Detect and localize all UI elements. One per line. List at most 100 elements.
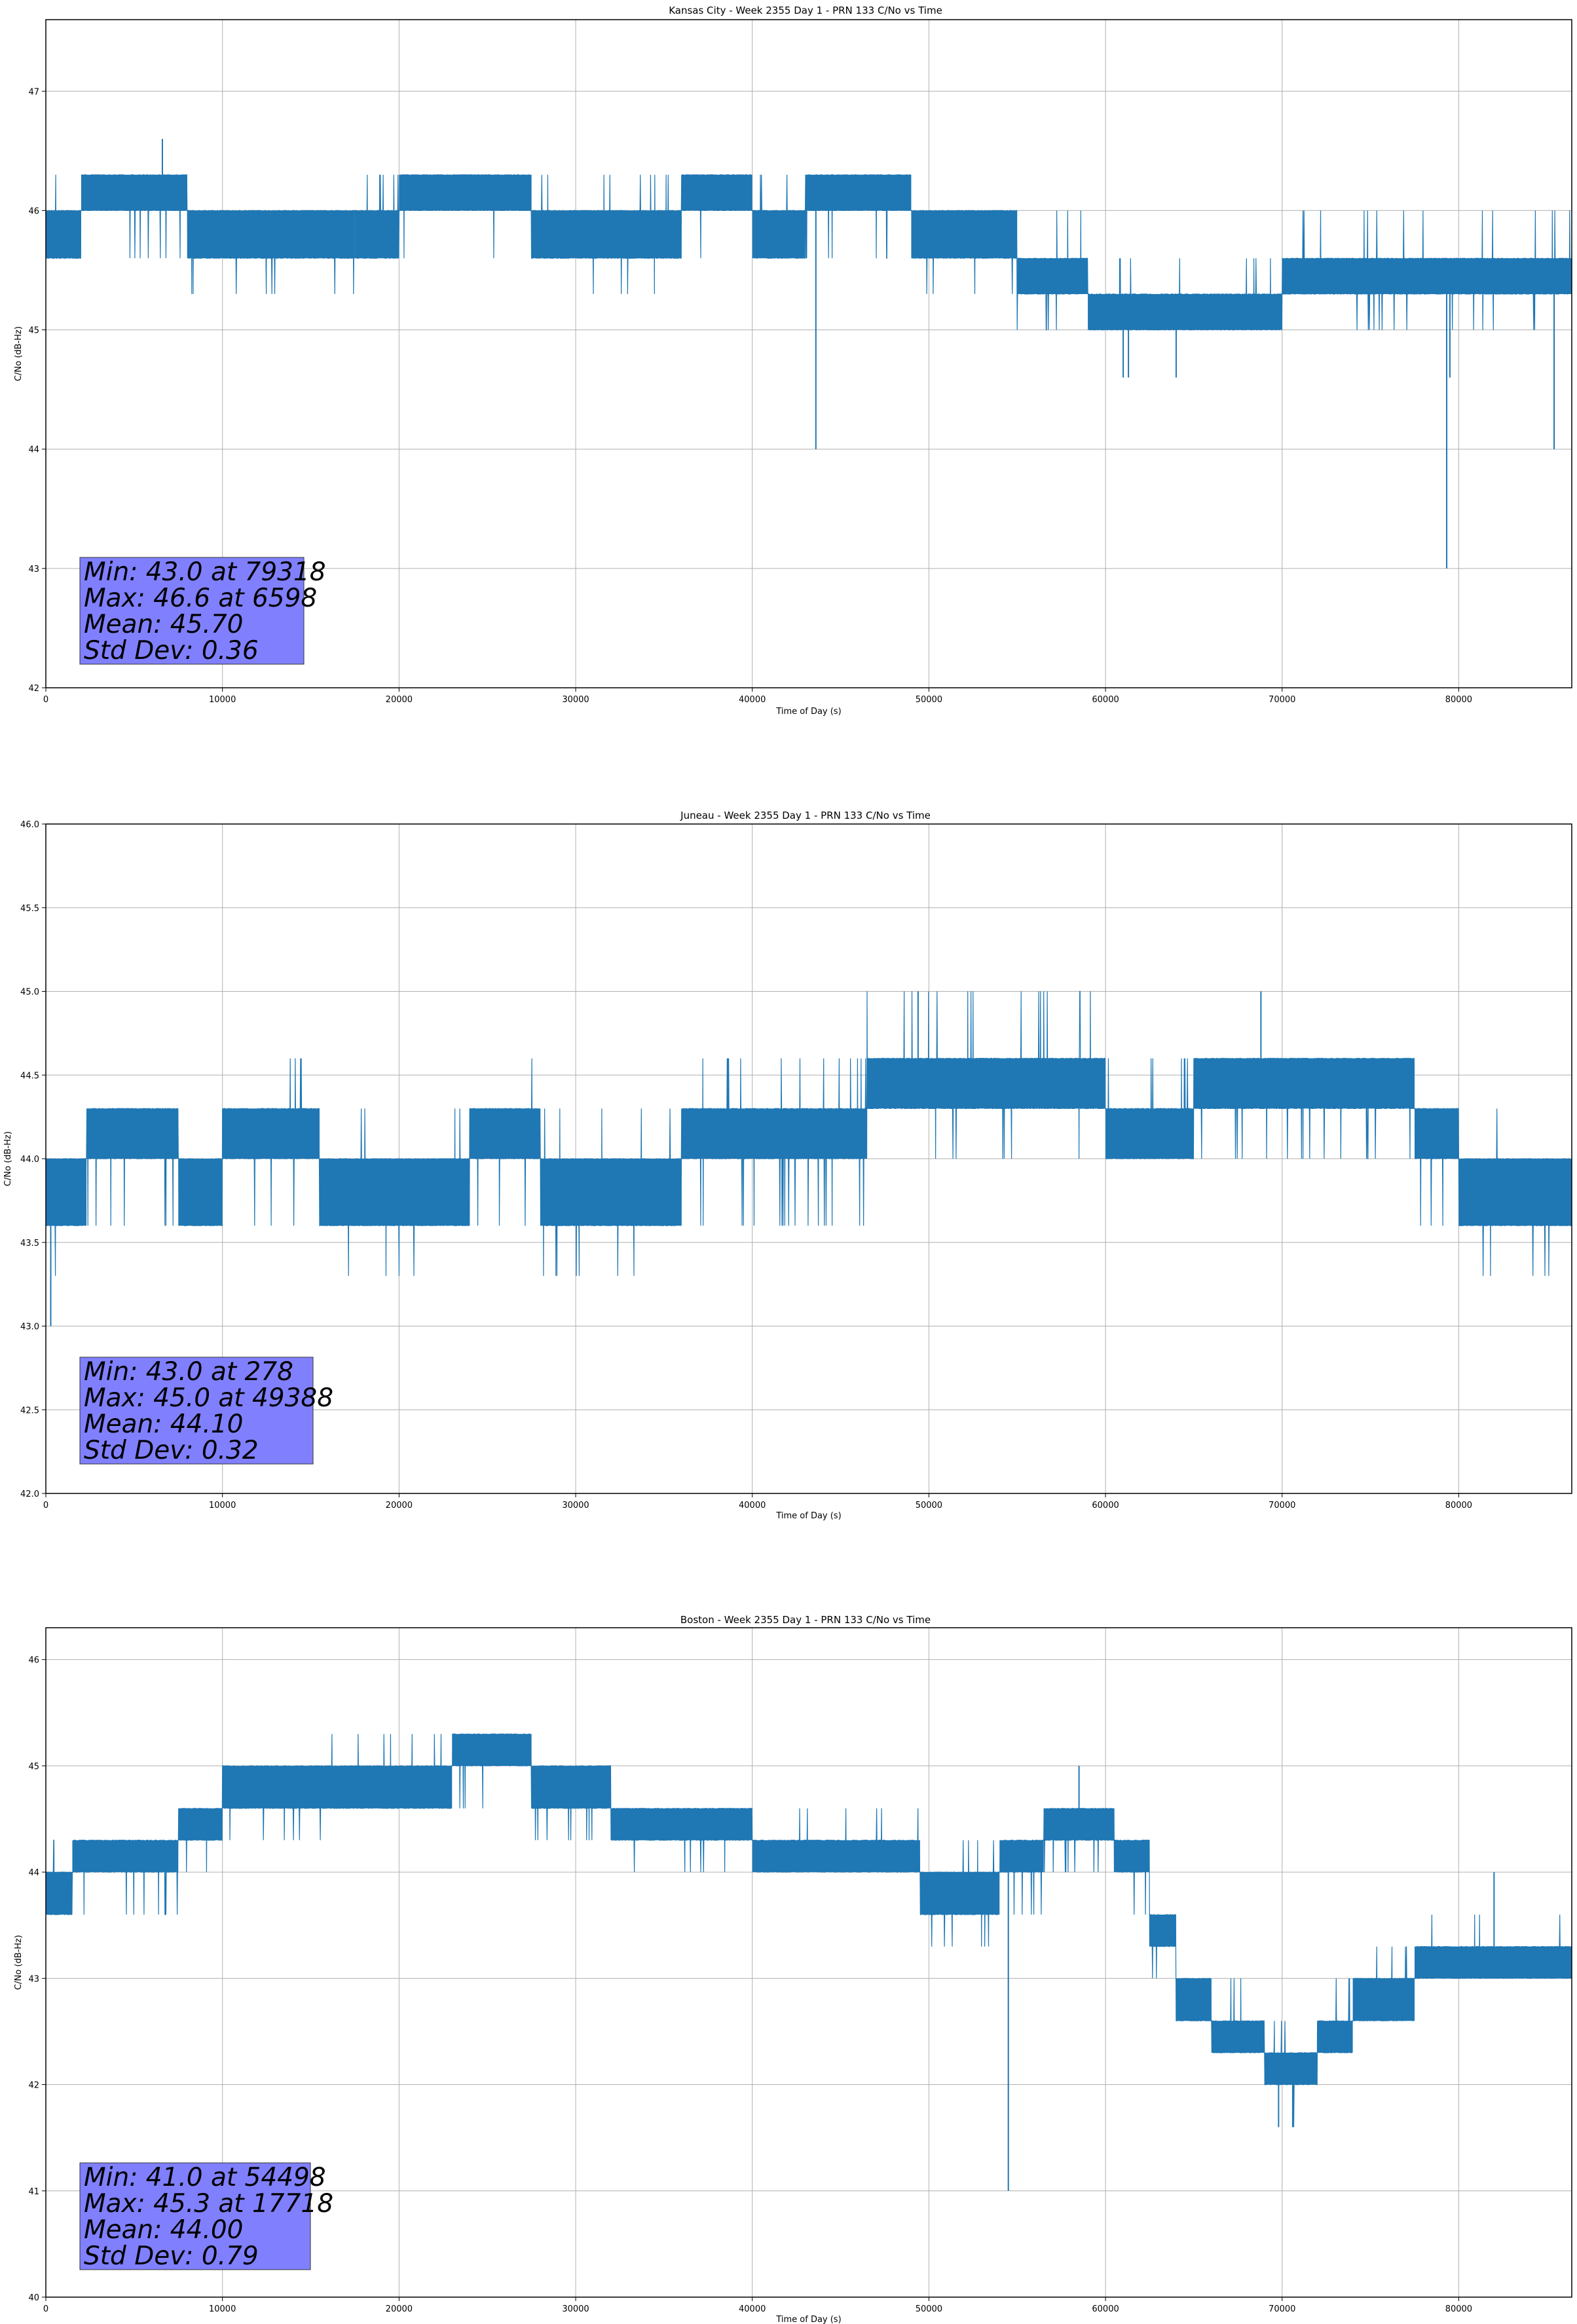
y-tick-label: 44 xyxy=(28,1868,39,1878)
y-tick-label: 42 xyxy=(28,684,39,694)
x-tick-label: 70000 xyxy=(1269,695,1295,705)
x-tick-label: 50000 xyxy=(916,2304,942,2314)
series-band xyxy=(178,1159,223,1226)
x-tick-label: 40000 xyxy=(739,1501,766,1510)
series-band xyxy=(540,1159,682,1226)
x-axis-label: Time of Day (s) xyxy=(775,707,841,717)
y-tick-label: 40 xyxy=(28,2293,39,2303)
y-tick-label: 42 xyxy=(28,2081,39,2091)
series-band xyxy=(178,1808,223,1841)
series-band xyxy=(1414,1108,1459,1159)
series-band xyxy=(46,1159,87,1226)
x-axis-ticks: 0 10000 20000 30000 40000 50000 60000 70000 8000… xyxy=(43,688,1472,705)
y-tick-label: 45 xyxy=(28,1762,39,1772)
series-band xyxy=(1043,1808,1115,1841)
x-tick-label: 70000 xyxy=(1269,1501,1295,1510)
series-band xyxy=(1458,1159,1572,1226)
x-tick-label: 10000 xyxy=(209,1501,236,1510)
x-tick-label: 40000 xyxy=(739,695,766,705)
series-band xyxy=(222,1108,320,1159)
x-tick-label: 60000 xyxy=(1092,695,1119,705)
x-tick-label: 40000 xyxy=(739,2304,766,2314)
x-tick-label: 60000 xyxy=(1092,1501,1119,1510)
x-tick-label: 80000 xyxy=(1445,695,1472,705)
y-tick-label: 45.0 xyxy=(20,988,39,998)
y-tick-label: 44 xyxy=(28,445,39,455)
x-tick-label: 30000 xyxy=(562,695,589,705)
stats-mean: Mean: 45.70 xyxy=(84,610,243,639)
series-band xyxy=(319,1159,470,1226)
series-band xyxy=(46,210,81,259)
y-tick-label: 43.0 xyxy=(20,1322,39,1332)
y-axis-label: C/No (dB-Hz) xyxy=(14,326,24,381)
x-tick-label: 10000 xyxy=(209,695,236,705)
stats-max: Max: 46.6 at 6598 xyxy=(84,584,317,613)
stats-mean: Mean: 44.10 xyxy=(84,1410,243,1439)
series-band xyxy=(1282,258,1572,294)
subplot-title: Juneau - Week 2355 Day 1 - PRN 133 C/No … xyxy=(680,810,931,821)
series-band xyxy=(1317,2021,1353,2053)
stats-std-dev: Std Dev: 0.36 xyxy=(84,636,259,665)
y-axis-ticks: 42 43 44 45 46 47 xyxy=(28,87,46,694)
series-band xyxy=(86,1108,179,1159)
y-tick-label: 41 xyxy=(28,2187,39,2197)
x-axis-label: Time of Day (s) xyxy=(775,1511,841,1521)
x-tick-label: 70000 xyxy=(1269,2304,1295,2314)
subplot-juneau: Juneau - Week 2355 Day 1 - PRN 133 C/No … xyxy=(3,810,1572,1521)
series-band xyxy=(1017,258,1088,294)
series-band xyxy=(752,210,806,259)
axes-frame xyxy=(45,19,1572,688)
series-band xyxy=(752,1840,920,1873)
series-cno-line xyxy=(45,990,1572,1326)
subplot-kansas-city: Kansas City - Week 2355 Day 1 - PRN 133 … xyxy=(14,5,1572,717)
series-band xyxy=(610,1808,752,1841)
x-tick-label: 50000 xyxy=(916,695,942,705)
series-band xyxy=(919,1872,1000,1915)
x-tick-label: 20000 xyxy=(386,1501,413,1510)
stats-box: Min: 41.0 at 54498 Max: 45.3 at 17718 Me… xyxy=(79,2162,333,2271)
x-tick-label: 0 xyxy=(43,695,48,705)
stats-mean: Mean: 44.00 xyxy=(84,2215,243,2245)
series-band xyxy=(1176,1978,1212,2021)
stats-max: Max: 45.0 at 49388 xyxy=(84,1383,333,1413)
y-tick-label: 42.0 xyxy=(20,1490,39,1499)
y-tick-label: 44.5 xyxy=(20,1071,39,1081)
x-axis-label: Time of Day (s) xyxy=(775,2315,841,2324)
series-band xyxy=(354,210,399,259)
series-band xyxy=(1088,293,1282,330)
x-tick-label: 20000 xyxy=(386,2304,413,2314)
y-tick-label: 47 xyxy=(28,87,39,97)
series-band xyxy=(81,174,187,211)
x-tick-label: 50000 xyxy=(916,1501,942,1510)
stats-box-background xyxy=(79,1357,314,1465)
series-band xyxy=(1414,1946,1572,1979)
series-band xyxy=(681,174,752,211)
y-tick-label: 44.0 xyxy=(20,1155,39,1165)
series-band xyxy=(470,1108,541,1159)
subplot-boston: Boston - Week 2355 Day 1 - PRN 133 C/No … xyxy=(14,1614,1572,2324)
series-band xyxy=(399,174,532,211)
series-band xyxy=(72,1840,179,1873)
x-tick-label: 30000 xyxy=(562,2304,589,2314)
x-tick-label: 80000 xyxy=(1445,1501,1472,1510)
x-tick-label: 60000 xyxy=(1092,2304,1119,2314)
series-band xyxy=(1211,2021,1265,2053)
x-tick-label: 0 xyxy=(43,1501,48,1510)
series-band xyxy=(866,1058,1106,1109)
y-axis-label: C/No (dB-Hz) xyxy=(3,1131,13,1186)
series-cno-line xyxy=(45,139,1572,569)
subplot-title: Kansas City - Week 2355 Day 1 - PRN 133 … xyxy=(669,5,942,16)
y-axis-label: C/No (dB-Hz) xyxy=(14,1935,24,1990)
stats-std-dev: Std Dev: 0.32 xyxy=(84,1436,259,1465)
x-tick-label: 80000 xyxy=(1445,2304,1472,2314)
y-axis-ticks: 40 41 42 43 44 45 46 xyxy=(28,1656,46,2303)
stats-box: Min: 43.0 at 79318 Max: 46.6 at 6598 Mea… xyxy=(79,557,326,665)
series-band xyxy=(531,1765,611,1809)
x-axis-ticks: 0 10000 20000 30000 40000 50000 60000 70000 8000… xyxy=(43,2297,1472,2314)
stats-min: Min: 43.0 at 79318 xyxy=(84,557,326,587)
stats-min: Min: 41.0 at 54498 xyxy=(84,2163,326,2192)
series-band xyxy=(1193,1058,1415,1109)
y-tick-label: 46 xyxy=(28,1656,39,1666)
y-tick-label: 45 xyxy=(28,326,39,336)
